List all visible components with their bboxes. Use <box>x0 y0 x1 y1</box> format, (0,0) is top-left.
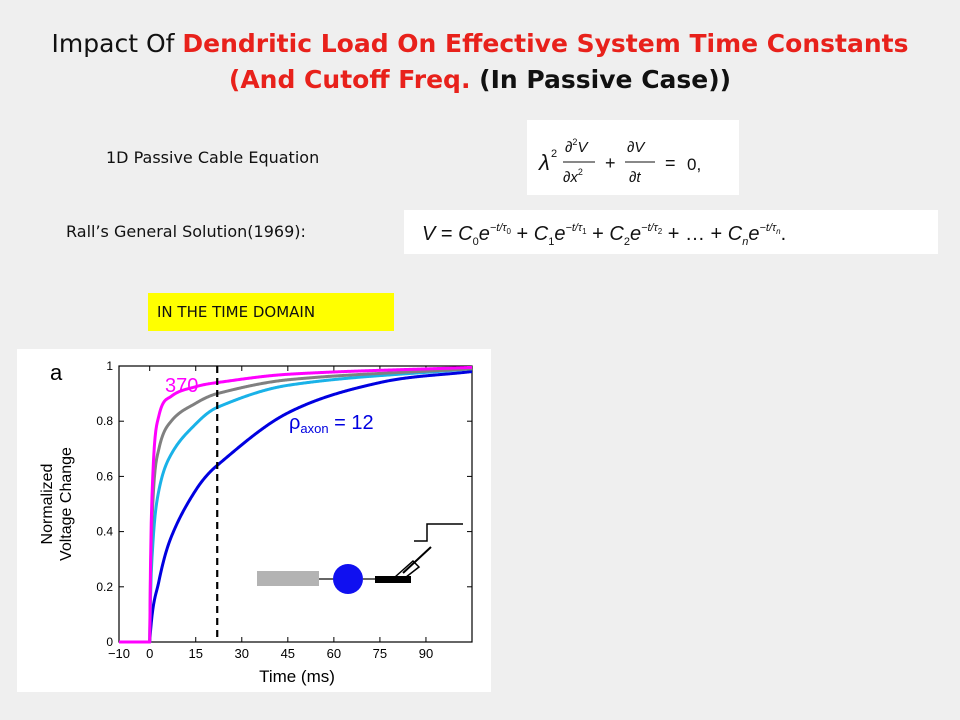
rall-solution-formula: V = C0e−t/τ0 + C1e−t/τ1 + C2e−t/τ2 + … +… <box>422 222 786 248</box>
tick-marks <box>118 365 472 643</box>
x-tick-label: 0 <box>146 646 153 661</box>
x-tick-label: 45 <box>281 646 295 661</box>
x-tick-label: 15 <box>189 646 203 661</box>
svg-text:=: = <box>665 153 676 173</box>
cable-equation-formula: λ 2 ∂2V ∂x2 + ∂V ∂t = 0, <box>538 137 701 186</box>
neuron-schematic <box>257 523 463 594</box>
series-line-3 <box>119 370 473 644</box>
slide-title: Impact Of Dendritic Load On Effective Sy… <box>40 26 920 98</box>
time-domain-badge: IN THE TIME DOMAIN <box>148 293 394 331</box>
rall-solution-image: V = C0e−t/τ0 + C1e−t/τ1 + C2e−t/τ2 + … +… <box>404 210 938 254</box>
cable-equation-image: λ 2 ∂2V ∂x2 + ∂V ∂t = 0, <box>527 120 739 195</box>
y-tick-label: 0.8 <box>96 414 113 428</box>
y-tick-label: 0.4 <box>96 525 113 539</box>
y-tick-label: 1 <box>106 359 113 373</box>
y-axis-label-line2: Voltage Change <box>58 447 75 561</box>
series-line-1 <box>119 367 473 644</box>
y-axis-label-line1: Normalized <box>39 464 56 545</box>
title-plain: Impact Of <box>51 29 183 58</box>
svg-text:V = C0e−t/τ0 + C1e−t/τ1 + C2e−: V = C0e−t/τ0 + C1e−t/τ1 + C2e−t/τ2 + … +… <box>422 222 786 248</box>
title-bold: (In Passive Case)) <box>470 65 732 94</box>
rho-value: = 12 <box>329 412 374 434</box>
x-tick-label: 90 <box>419 646 433 661</box>
svg-text:∂t: ∂t <box>629 169 641 186</box>
plot-axes <box>118 365 473 643</box>
annotation-370: 370 <box>165 375 198 397</box>
svg-text:0,: 0, <box>687 155 701 174</box>
rho-subscript: axon <box>300 421 328 436</box>
voltage-response-plot: −10 0 15 30 45 60 75 90 0 0.2 0.4 0.6 0.8 1 a 370 ρax… <box>17 349 491 692</box>
svg-text:2: 2 <box>551 148 557 160</box>
step-stimulus-icon <box>414 523 463 542</box>
svg-text:λ: λ <box>538 150 550 175</box>
title-red-1: Dendritic Load On Effective System Time … <box>182 29 909 58</box>
panel-label: a <box>50 360 63 385</box>
plot-frame <box>118 365 473 643</box>
electrode-shaft <box>402 546 432 574</box>
series-line-0 <box>119 365 473 644</box>
dendrite-bar <box>257 571 319 586</box>
curves <box>119 365 473 644</box>
x-tick-label: 30 <box>235 646 249 661</box>
cable-equation-label: 1D Passive Cable Equation <box>106 148 320 167</box>
x-tick-label: 75 <box>373 646 387 661</box>
annotation-rho-axon: ρaxon = 12 <box>289 412 374 436</box>
rall-solution-label: Rall’s General Solution(1969): <box>66 222 306 241</box>
electrode-tip <box>393 559 421 582</box>
svg-text:+: + <box>605 153 616 173</box>
rho-symbol: ρ <box>289 412 300 434</box>
svg-text:∂x2: ∂x2 <box>563 167 583 186</box>
title-line-2: (And Cutoff Freq. (In Passive Case)) <box>40 62 920 98</box>
svg-text:∂V: ∂V <box>627 139 646 156</box>
x-tick-label: −10 <box>108 646 130 661</box>
x-axis-label: Time (ms) <box>259 667 335 686</box>
x-tick-label: 60 <box>327 646 341 661</box>
axon-bar <box>375 576 411 583</box>
soma-circle <box>333 564 363 594</box>
y-tick-label: 0.2 <box>96 580 113 594</box>
y-axis-label: Normalized Voltage Change <box>39 447 75 561</box>
y-tick-label: 0.6 <box>96 469 113 483</box>
title-line-1: Impact Of Dendritic Load On Effective Sy… <box>40 26 920 62</box>
title-red-2: (And Cutoff Freq. <box>228 65 471 94</box>
y-tick-label: 0 <box>106 635 113 649</box>
svg-text:∂2V: ∂2V <box>565 137 589 156</box>
